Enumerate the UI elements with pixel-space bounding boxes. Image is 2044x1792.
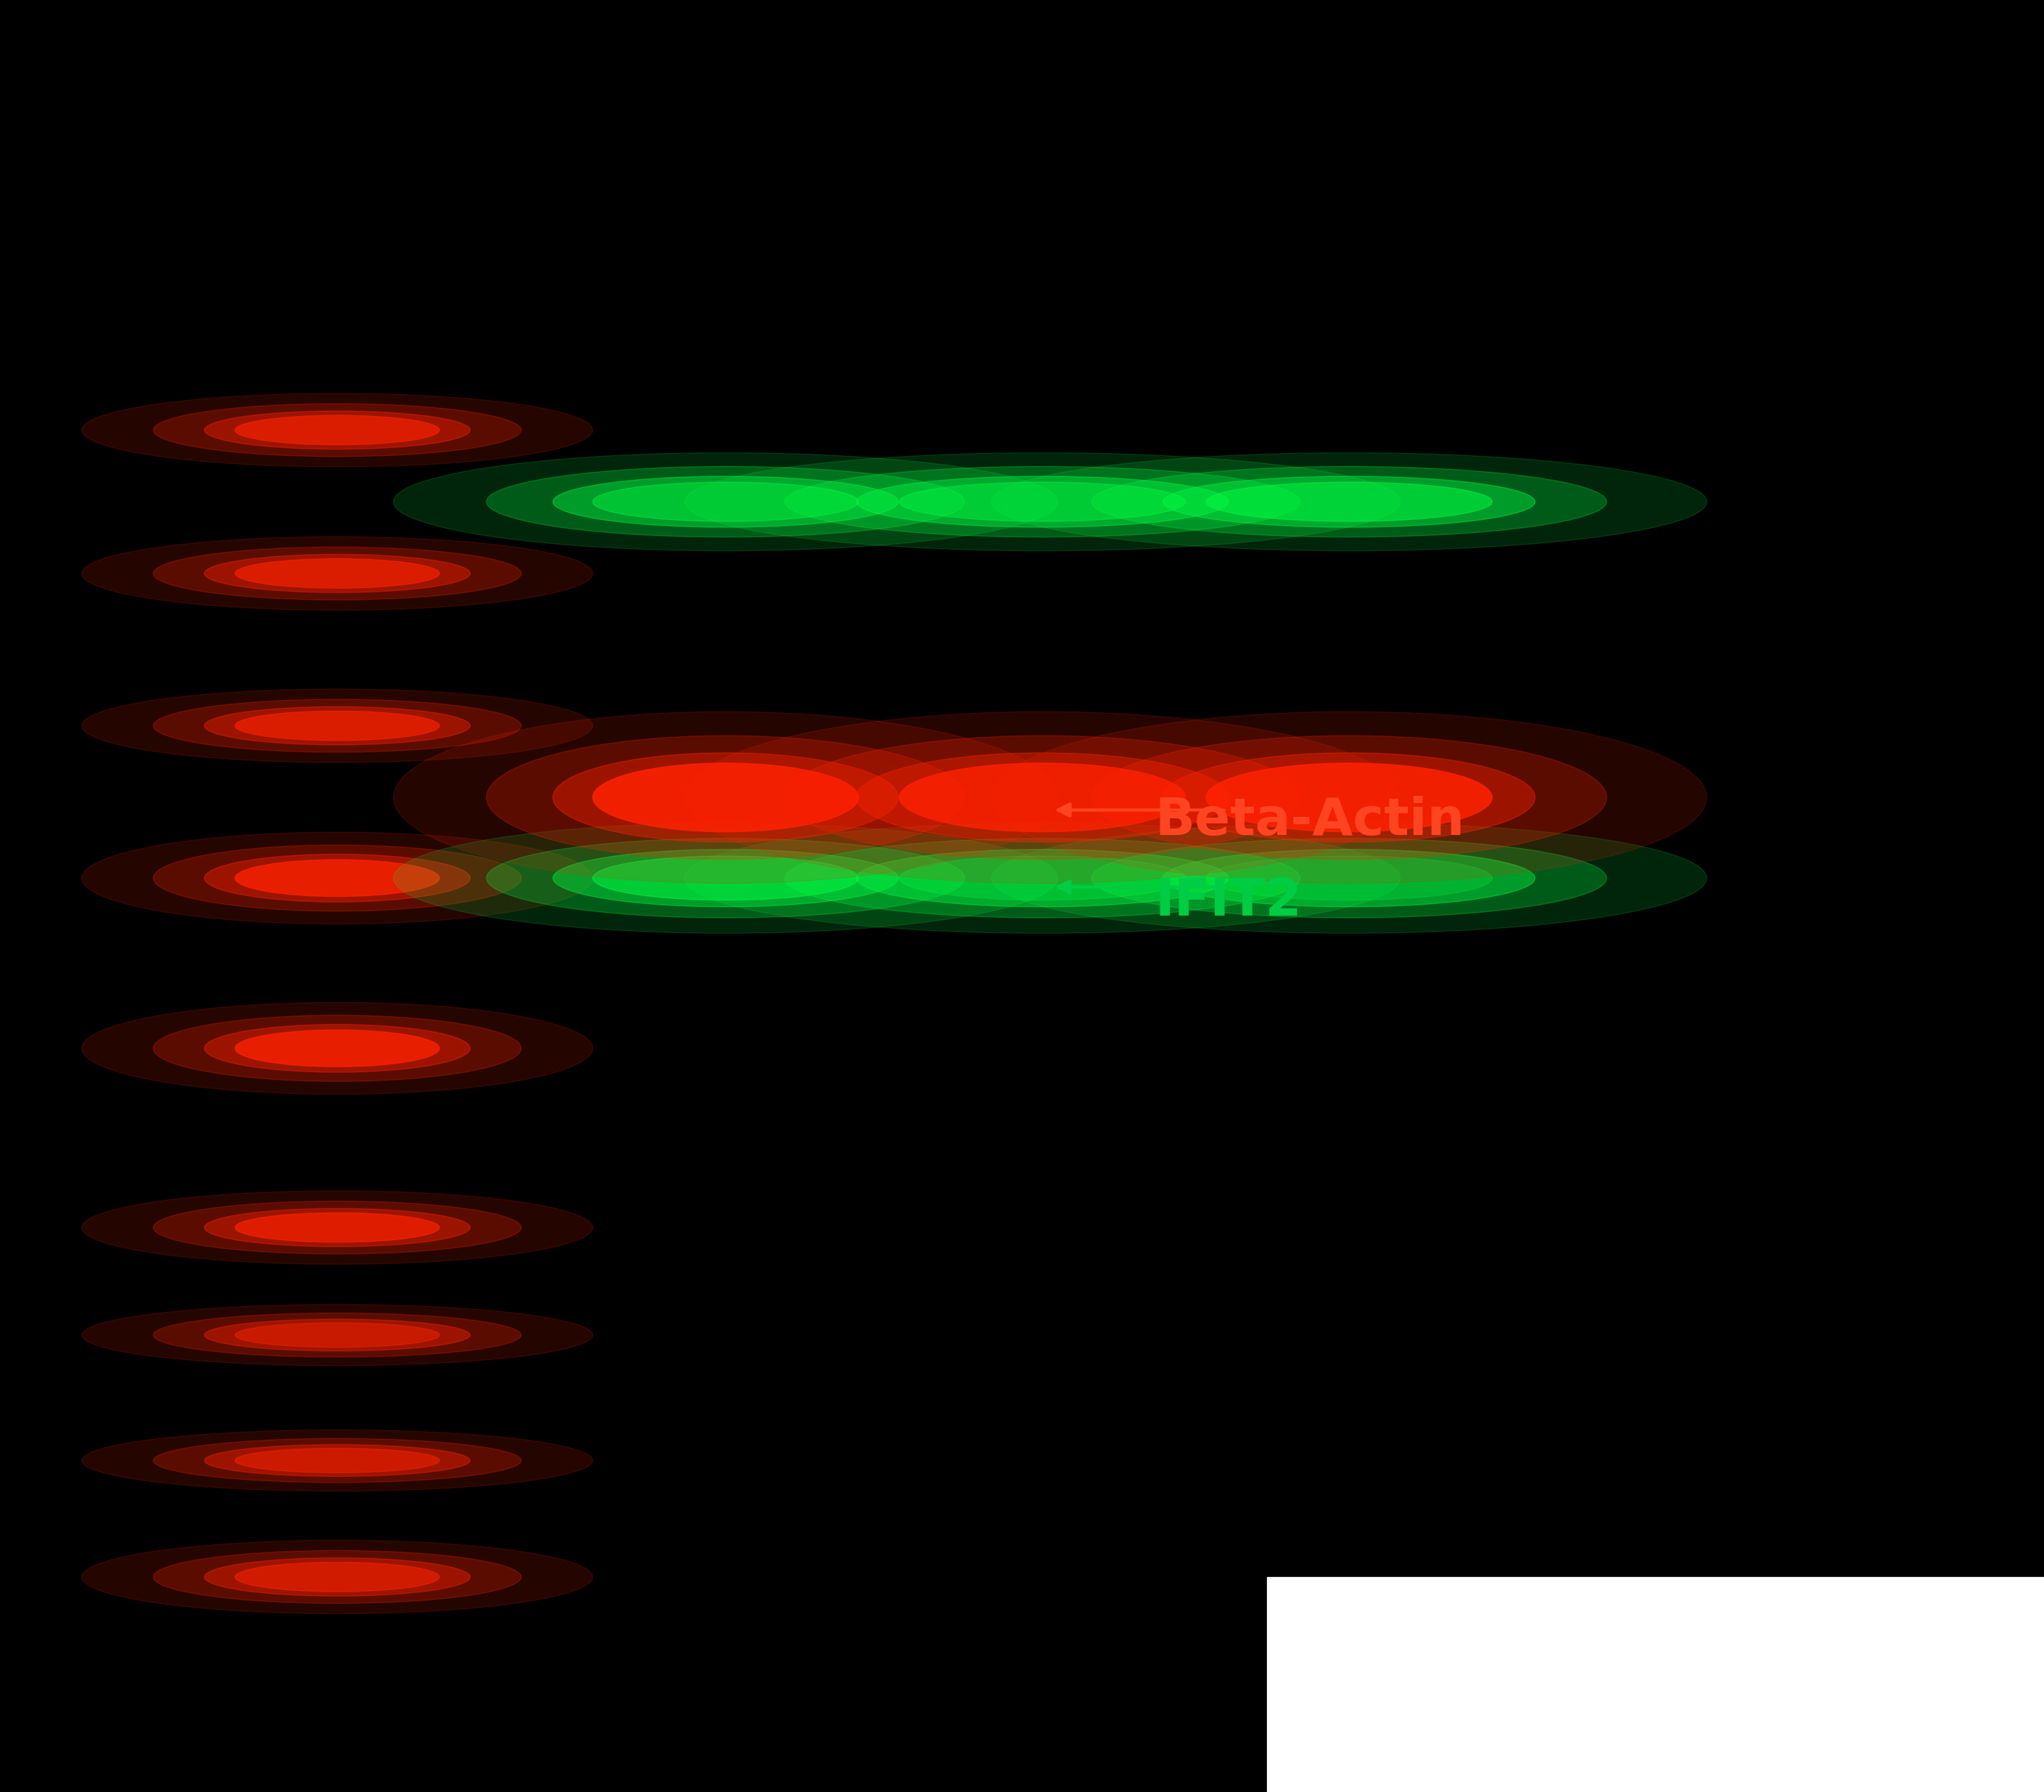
Ellipse shape [204, 1208, 470, 1247]
Ellipse shape [593, 763, 858, 831]
Ellipse shape [1091, 839, 1607, 918]
Ellipse shape [235, 559, 439, 588]
Ellipse shape [486, 466, 965, 538]
Ellipse shape [235, 1448, 439, 1473]
Ellipse shape [153, 699, 521, 753]
Ellipse shape [392, 711, 1059, 883]
Ellipse shape [785, 466, 1300, 538]
Ellipse shape [685, 453, 1400, 550]
Ellipse shape [235, 1213, 439, 1242]
Ellipse shape [153, 1201, 521, 1254]
Ellipse shape [899, 763, 1186, 831]
Ellipse shape [392, 453, 1059, 550]
Ellipse shape [82, 536, 593, 611]
Ellipse shape [593, 857, 858, 900]
Ellipse shape [392, 823, 1059, 934]
Ellipse shape [153, 403, 521, 457]
Ellipse shape [153, 1314, 521, 1357]
Ellipse shape [856, 477, 1228, 527]
Ellipse shape [899, 482, 1186, 521]
Ellipse shape [235, 711, 439, 740]
Ellipse shape [486, 839, 965, 918]
Ellipse shape [82, 1305, 593, 1366]
Ellipse shape [685, 823, 1400, 934]
Ellipse shape [82, 1002, 593, 1095]
Ellipse shape [899, 857, 1186, 900]
Ellipse shape [204, 410, 470, 450]
Ellipse shape [552, 753, 897, 842]
Ellipse shape [1163, 849, 1535, 907]
Ellipse shape [1163, 753, 1535, 842]
Ellipse shape [82, 688, 593, 763]
Ellipse shape [153, 1439, 521, 1482]
Ellipse shape [785, 839, 1300, 918]
Ellipse shape [991, 453, 1707, 550]
Ellipse shape [153, 1016, 521, 1081]
Ellipse shape [82, 1539, 593, 1615]
Ellipse shape [235, 860, 439, 896]
Ellipse shape [153, 1550, 521, 1604]
Ellipse shape [82, 1430, 593, 1491]
Ellipse shape [593, 482, 858, 521]
Ellipse shape [1206, 763, 1492, 831]
Ellipse shape [552, 849, 897, 907]
Ellipse shape [204, 1444, 470, 1477]
Ellipse shape [153, 547, 521, 600]
Ellipse shape [82, 831, 593, 925]
Ellipse shape [685, 711, 1400, 883]
Ellipse shape [153, 846, 521, 910]
Ellipse shape [1091, 737, 1607, 858]
Ellipse shape [204, 855, 470, 901]
Ellipse shape [235, 1030, 439, 1066]
Ellipse shape [1206, 482, 1492, 521]
Ellipse shape [235, 416, 439, 444]
Text: IFIT2: IFIT2 [1155, 876, 1302, 926]
Ellipse shape [991, 823, 1707, 934]
Ellipse shape [486, 737, 965, 858]
Ellipse shape [1091, 466, 1607, 538]
Ellipse shape [856, 849, 1228, 907]
Ellipse shape [1206, 857, 1492, 900]
Ellipse shape [204, 1025, 470, 1072]
Ellipse shape [82, 392, 593, 468]
Ellipse shape [204, 1557, 470, 1597]
Text: Beta-Actin: Beta-Actin [1155, 796, 1466, 846]
Bar [1267, 1577, 2044, 1792]
Ellipse shape [204, 1319, 470, 1351]
Ellipse shape [82, 1190, 593, 1265]
Ellipse shape [785, 737, 1300, 858]
Ellipse shape [204, 554, 470, 593]
Ellipse shape [991, 711, 1707, 883]
Ellipse shape [235, 1322, 439, 1348]
Ellipse shape [235, 1563, 439, 1591]
Ellipse shape [1163, 477, 1535, 527]
Ellipse shape [856, 753, 1228, 842]
Ellipse shape [552, 477, 897, 527]
Ellipse shape [204, 706, 470, 745]
